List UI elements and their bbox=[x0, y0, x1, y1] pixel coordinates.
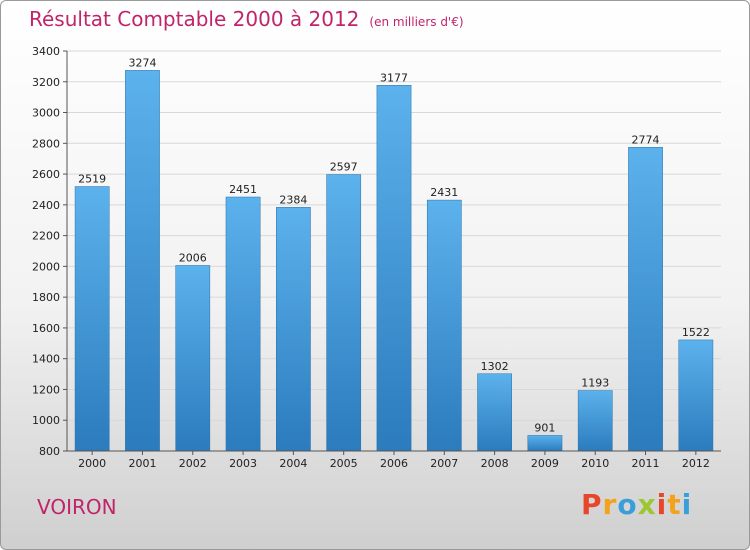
y-tick-label: 3200 bbox=[32, 76, 60, 89]
logo-letter: o bbox=[617, 488, 638, 521]
axes: 800 1000 1200 1400 1600 1800 2000 2200 2400 2600 2… bbox=[32, 45, 721, 470]
y-tick-label: 2000 bbox=[32, 260, 60, 273]
bar-2000 bbox=[74, 186, 110, 452]
x-tick-label: 2002 bbox=[179, 457, 207, 470]
x-tick-label: 2003 bbox=[229, 457, 257, 470]
logo-letter: P bbox=[581, 488, 603, 521]
bar-2005 bbox=[326, 174, 362, 452]
x-tick-label: 2011 bbox=[632, 457, 660, 470]
data-label-2000: 2519 bbox=[78, 173, 106, 186]
bar-2008 bbox=[477, 373, 512, 452]
logo-letter: i bbox=[656, 488, 668, 521]
bar-2001 bbox=[125, 70, 160, 452]
chart-subtitle: (en milliers d'€) bbox=[369, 15, 464, 29]
bar-2006 bbox=[376, 85, 412, 452]
x-tick-label: 2009 bbox=[531, 457, 559, 470]
bar-2003 bbox=[225, 196, 261, 452]
data-label-2002: 2006 bbox=[179, 251, 207, 264]
x-tick-label: 2001 bbox=[128, 457, 156, 470]
proxiti-logo[interactable]: Proxiti bbox=[581, 488, 692, 521]
data-label-2009: 901 bbox=[534, 421, 555, 434]
data-label-2005: 2597 bbox=[330, 161, 358, 174]
y-tick-label: 1800 bbox=[32, 291, 60, 304]
bar-2009 bbox=[527, 435, 563, 452]
data-label-2006: 3177 bbox=[380, 71, 408, 84]
x-tick-label: 2006 bbox=[380, 457, 408, 470]
y-tick-label: 1400 bbox=[32, 353, 60, 366]
data-label-2007: 2431 bbox=[430, 186, 458, 199]
logo-letter: x bbox=[637, 488, 657, 521]
data-label-2008: 1302 bbox=[481, 360, 509, 373]
y-tick-label: 3400 bbox=[32, 45, 60, 58]
y-tick-label: 3000 bbox=[32, 107, 60, 120]
bar-2011 bbox=[628, 147, 663, 452]
data-label-2004: 2384 bbox=[279, 193, 307, 206]
city-name: VOIRON bbox=[37, 495, 117, 519]
bar-2004 bbox=[276, 207, 311, 452]
bar-2002 bbox=[175, 265, 211, 452]
logo-letter: i bbox=[681, 488, 693, 521]
logo-letter: r bbox=[602, 488, 618, 521]
x-tick-label: 2007 bbox=[430, 457, 458, 470]
y-tick-label: 2400 bbox=[32, 199, 60, 212]
y-tick-label: 1000 bbox=[32, 414, 60, 427]
y-tick-label: 2600 bbox=[32, 168, 60, 181]
y-tick-label: 2200 bbox=[32, 230, 60, 243]
bar-2010 bbox=[577, 390, 613, 452]
data-label-2001: 3274 bbox=[128, 56, 156, 69]
bar-2007 bbox=[426, 199, 462, 452]
page-title: Résultat Comptable 2000 à 2012 (en millie… bbox=[29, 7, 464, 31]
x-tick-label: 2000 bbox=[78, 457, 106, 470]
x-tick-label: 2008 bbox=[481, 457, 509, 470]
x-tick-label: 2004 bbox=[279, 457, 307, 470]
x-tick-label: 2005 bbox=[330, 457, 358, 470]
y-tick-label: 800 bbox=[39, 445, 60, 458]
y-tick-label: 1600 bbox=[32, 322, 60, 335]
y-tick-label: 1200 bbox=[32, 383, 60, 396]
bar-2012 bbox=[678, 339, 714, 452]
data-label-2011: 2774 bbox=[632, 133, 660, 146]
x-tick-label: 2012 bbox=[682, 457, 710, 470]
data-label-2012: 1522 bbox=[682, 326, 710, 339]
y-tick-label: 2800 bbox=[32, 137, 60, 150]
x-tick-label: 2010 bbox=[581, 457, 609, 470]
logo-letter: t bbox=[667, 488, 682, 521]
data-label-2003: 2451 bbox=[229, 183, 257, 196]
chart-title: Résultat Comptable 2000 à 2012 bbox=[29, 7, 360, 31]
bars: 2519 3274 2006 2451 2384 2597 3177 2431 1302 901 1… bbox=[74, 56, 714, 452]
data-label-2010: 1193 bbox=[581, 377, 609, 390]
